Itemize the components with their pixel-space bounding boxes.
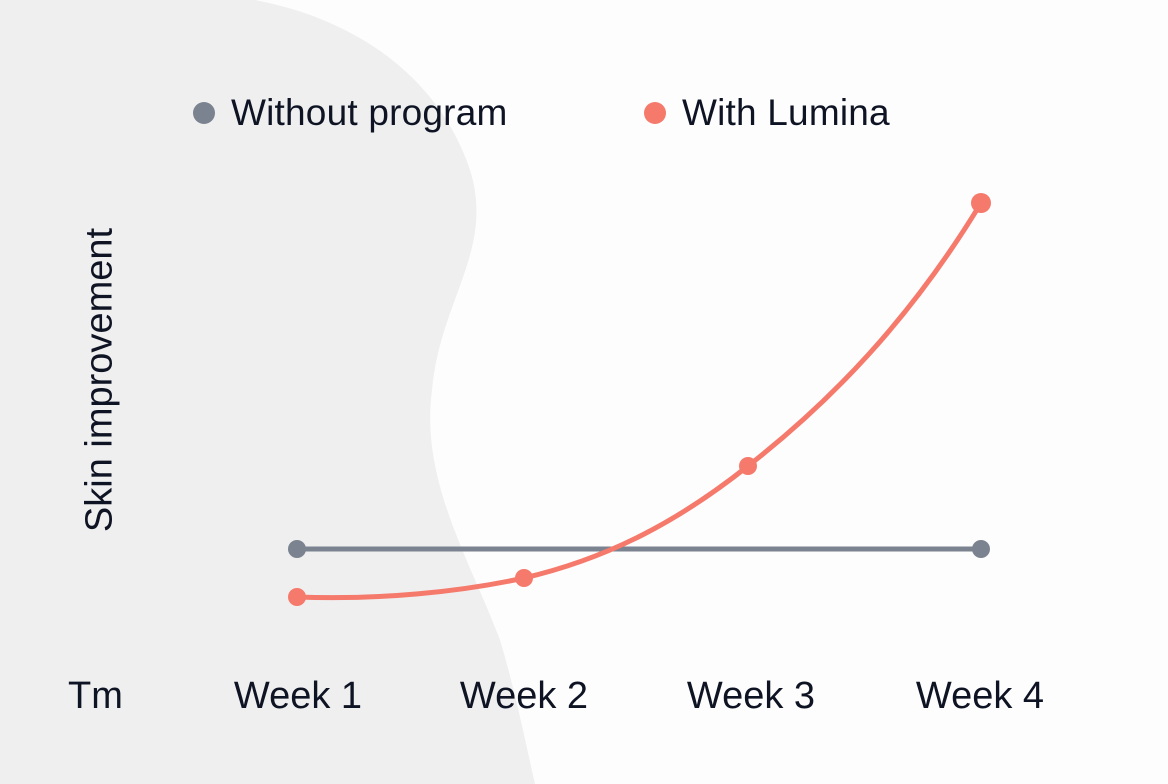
legend-label: Without program xyxy=(231,92,508,133)
series-line-with-lumina xyxy=(294,200,984,601)
data-point-with-lumina-week3 xyxy=(739,457,757,475)
legend-dot-icon xyxy=(193,102,215,124)
data-point-with-lumina-week1 xyxy=(288,588,306,606)
legend-dot-icon xyxy=(644,102,666,124)
data-point-without-program-week4 xyxy=(972,540,990,558)
legend-label: With Lumina xyxy=(682,92,890,133)
x-axis-label: Tm xyxy=(68,675,123,717)
data-point-with-lumina-week2 xyxy=(515,569,533,587)
y-axis-label: Skin improvement xyxy=(78,227,121,533)
data-point-without-program-week1 xyxy=(288,540,306,558)
legend-item-with-lumina: With Lumina xyxy=(644,88,890,138)
x-tick-week3: Week 3 xyxy=(686,675,816,717)
x-tick-week2: Week 2 xyxy=(459,675,589,717)
x-tick-week4: Week 4 xyxy=(915,675,1045,717)
x-tick-week1: Week 1 xyxy=(233,675,363,717)
data-point-with-lumina-week4 xyxy=(971,193,991,213)
chart-legend: Without program With Lumina xyxy=(0,88,1168,138)
legend-item-without-program: Without program xyxy=(193,88,508,138)
